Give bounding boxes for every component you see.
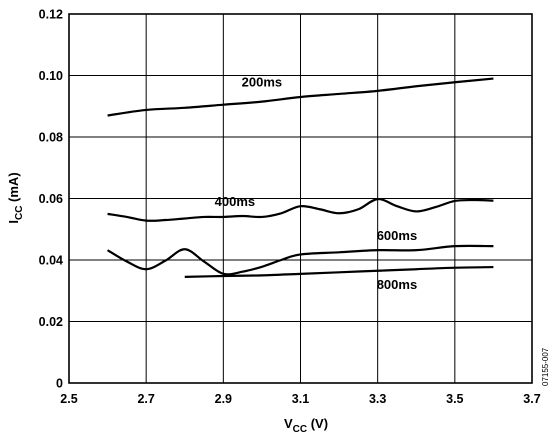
y-tick-label: 0.10 bbox=[39, 69, 63, 83]
x-tick-label: 3.1 bbox=[292, 392, 309, 406]
series-label-400ms: 400ms bbox=[215, 194, 255, 209]
tick-labels: 2.5 2.7 2.9 3.1 3.3 3.5 3.7 0 0.02 0.04 0.06 0.08 0.… bbox=[39, 8, 541, 407]
y-tick-label: 0.02 bbox=[39, 315, 63, 329]
grid bbox=[69, 14, 532, 383]
y-tick-label: 0.08 bbox=[39, 131, 63, 145]
x-axis-title: VCC (V) bbox=[284, 416, 328, 435]
series-lines bbox=[107, 77, 494, 279]
series-line-200ms bbox=[107, 77, 494, 117]
x-tick-label: 3.3 bbox=[369, 392, 386, 406]
x-tick-label: 2.9 bbox=[215, 392, 232, 406]
series-labels: 200ms 400ms 600ms 800ms bbox=[215, 74, 418, 292]
y-tick-label: 0 bbox=[56, 377, 63, 391]
x-tick-label: 2.7 bbox=[137, 392, 154, 406]
y-tick-label: 0.04 bbox=[39, 254, 63, 268]
figure-id: 07155-007 bbox=[541, 347, 550, 386]
series-label-200ms: 200ms bbox=[242, 74, 282, 89]
plot-frame bbox=[68, 13, 533, 384]
y-axis-title: ICC (mA) bbox=[6, 172, 25, 223]
series-label-600ms: 600ms bbox=[377, 228, 417, 243]
y-tick-label: 0.06 bbox=[39, 192, 63, 206]
x-tick-label: 3.7 bbox=[523, 392, 540, 406]
series-line-400ms bbox=[107, 198, 494, 222]
series-line-800ms bbox=[184, 265, 494, 279]
y-tick-label: 0.12 bbox=[39, 8, 63, 22]
series-label-800ms: 800ms bbox=[377, 277, 417, 292]
x-tick-label: 3.5 bbox=[446, 392, 463, 406]
series-line-600ms bbox=[107, 244, 494, 276]
x-tick-label: 2.5 bbox=[60, 392, 77, 406]
